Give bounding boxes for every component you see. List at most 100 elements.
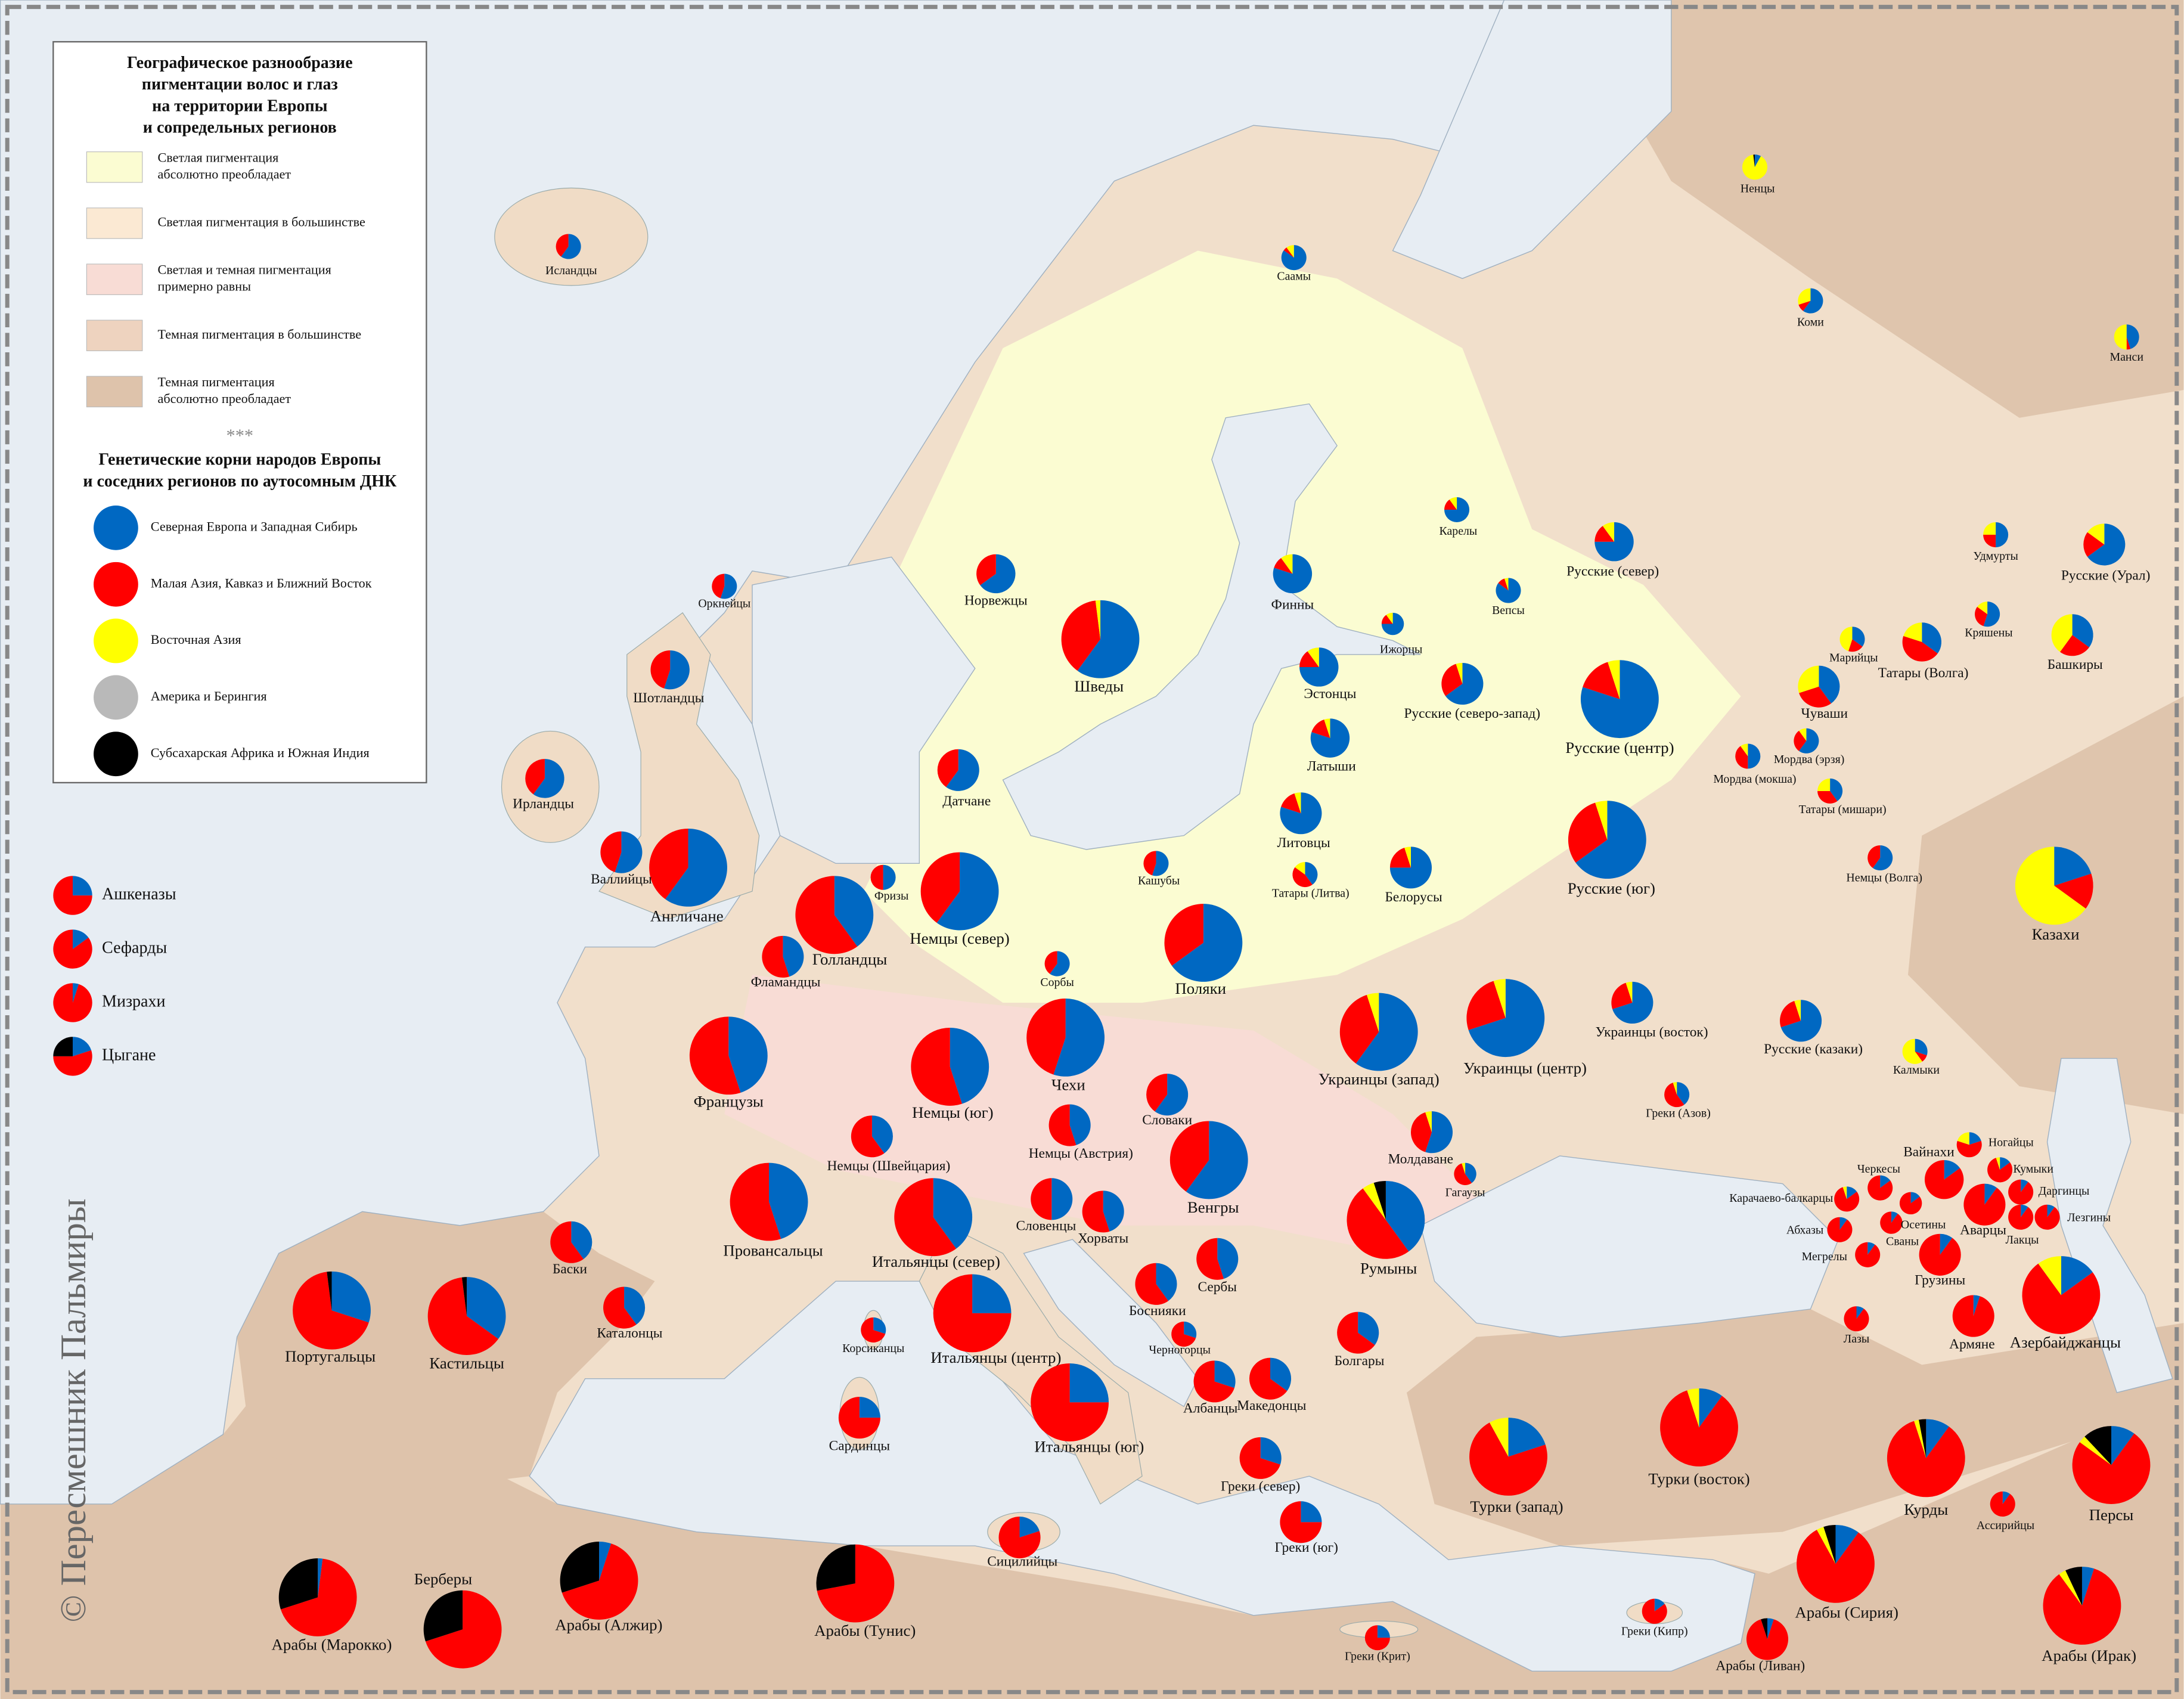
pie-slice (920, 852, 960, 923)
pie-slice (1887, 1421, 1965, 1498)
pie-slice (937, 749, 958, 788)
zone-dark (1615, 0, 2184, 418)
group-label: Итальянцы (юг) (1034, 1438, 1144, 1456)
pie-slice (1855, 1242, 1881, 1267)
pie-slice (1281, 554, 1293, 574)
pie-slice (936, 852, 999, 931)
group-label: Румыны (1360, 1260, 1417, 1278)
pie-slice (861, 1317, 886, 1343)
group-label: Татары (Литва) (1272, 886, 1350, 900)
legend-label: Восточная Азия (151, 632, 241, 647)
group-label: Поляки (1175, 979, 1226, 997)
pie-slice (720, 573, 737, 599)
pie-slice (1794, 1000, 1801, 1021)
group-label: Исландцы (545, 264, 597, 277)
pie-slice (1386, 612, 1393, 624)
group-label: Греки (Кипр) (1621, 1624, 1688, 1638)
pie-slice (2083, 532, 2105, 557)
pie-slice (1660, 1390, 1738, 1467)
group-label: Оркнейцы (698, 597, 750, 610)
group-label: Словаки (1142, 1112, 1192, 1128)
pie-slice (1902, 635, 1938, 662)
barents-sea (1392, 0, 1672, 279)
group-label: Саамы (1277, 269, 1311, 283)
pie-slice (1625, 981, 1633, 1003)
pie-slice (1983, 535, 1996, 548)
pie-slice (1444, 499, 1457, 510)
pie-slice (762, 935, 790, 978)
group-label: Даргинцы (2039, 1185, 2090, 1198)
pie-slice (1852, 627, 1865, 647)
pie-slice (1687, 1388, 1699, 1428)
group-label: Берберы (414, 1570, 472, 1588)
pie-slice (2047, 1204, 2055, 1217)
pie-layer (53, 154, 2151, 1669)
pie-slice (1249, 1357, 1288, 1400)
pie-slice (1410, 1112, 1432, 1152)
pie-slice (1799, 686, 1832, 708)
pie-slice (873, 1317, 886, 1334)
pie-slice (2022, 1263, 2101, 1334)
pie-slice (2015, 847, 2086, 925)
group-label: Латыши (1307, 759, 1356, 774)
legend-title: на территории Европы (152, 97, 327, 115)
group-label: Немцы (Волга) (1846, 872, 1922, 885)
pie-slice (293, 1272, 369, 1350)
pie-slice (1301, 1501, 1322, 1523)
pie-slice (1053, 998, 1105, 1077)
group-label: Кумыки (2013, 1162, 2053, 1176)
pie-slice (1082, 1190, 1110, 1233)
group-label: Шотландцы (633, 690, 704, 706)
pie-slice (280, 1558, 357, 1636)
pie-slice (1385, 1180, 1425, 1252)
group-label: Персы (2089, 1506, 2134, 1524)
pie-slice (1337, 1312, 1375, 1354)
pie-slice (73, 1037, 92, 1056)
group-label: Литовцы (1277, 835, 1330, 851)
pie-slice (2061, 1256, 2093, 1295)
pie-slice (1910, 1192, 1920, 1204)
group-label: Русские (юг) (1568, 879, 1655, 897)
pie-slice (650, 650, 671, 689)
group-label: Лезгины (2067, 1211, 2111, 1224)
north-sea (752, 556, 976, 864)
pie-slice (1880, 1211, 1903, 1234)
pie-slice (1367, 993, 1379, 1033)
pie-slice (73, 983, 79, 1003)
group-label: Лакцы (2006, 1233, 2039, 1247)
pie-slice (1307, 647, 1319, 667)
legend-label: примерно равны (158, 279, 252, 294)
diaspora-label: Цыгане (102, 1046, 156, 1064)
pie-slice (2051, 614, 2073, 652)
group-label: Каталонцы (597, 1325, 662, 1341)
pie-slice (1466, 981, 1506, 1030)
pie-slice (1754, 154, 1761, 168)
pie-slice (1746, 1619, 1789, 1660)
group-label: Ногайцы (1988, 1136, 2034, 1149)
pie-slice (467, 1277, 506, 1340)
pie-slice (2008, 1204, 2034, 1230)
legend-swatch (86, 263, 143, 295)
pie-slice (2087, 523, 2105, 545)
group-label: Курды (1904, 1500, 1948, 1518)
group-label: Французы (694, 1092, 764, 1110)
pie-slice (1839, 627, 1853, 652)
pie-slice (2021, 1179, 2028, 1192)
pie-slice (1347, 1188, 1409, 1259)
pie-slice (1735, 746, 1748, 769)
pie-slice (883, 864, 896, 890)
pie-slice (1867, 845, 1881, 869)
pie-slice (561, 1543, 638, 1620)
zone-dark (1406, 1309, 2184, 1546)
group-label: Татары (Волга) (1878, 665, 1969, 681)
pie-slice (1880, 1175, 1891, 1188)
group-label: Белорусы (1385, 889, 1443, 905)
pie-slice (2126, 337, 2131, 350)
pie-slice (1077, 600, 1140, 678)
group-label: Немцы (Швейцария) (827, 1158, 951, 1174)
pie-slice (911, 1028, 962, 1106)
legend-label: абсолютно преобладает (158, 391, 291, 406)
group-label: Русские (север) (1566, 563, 1659, 579)
